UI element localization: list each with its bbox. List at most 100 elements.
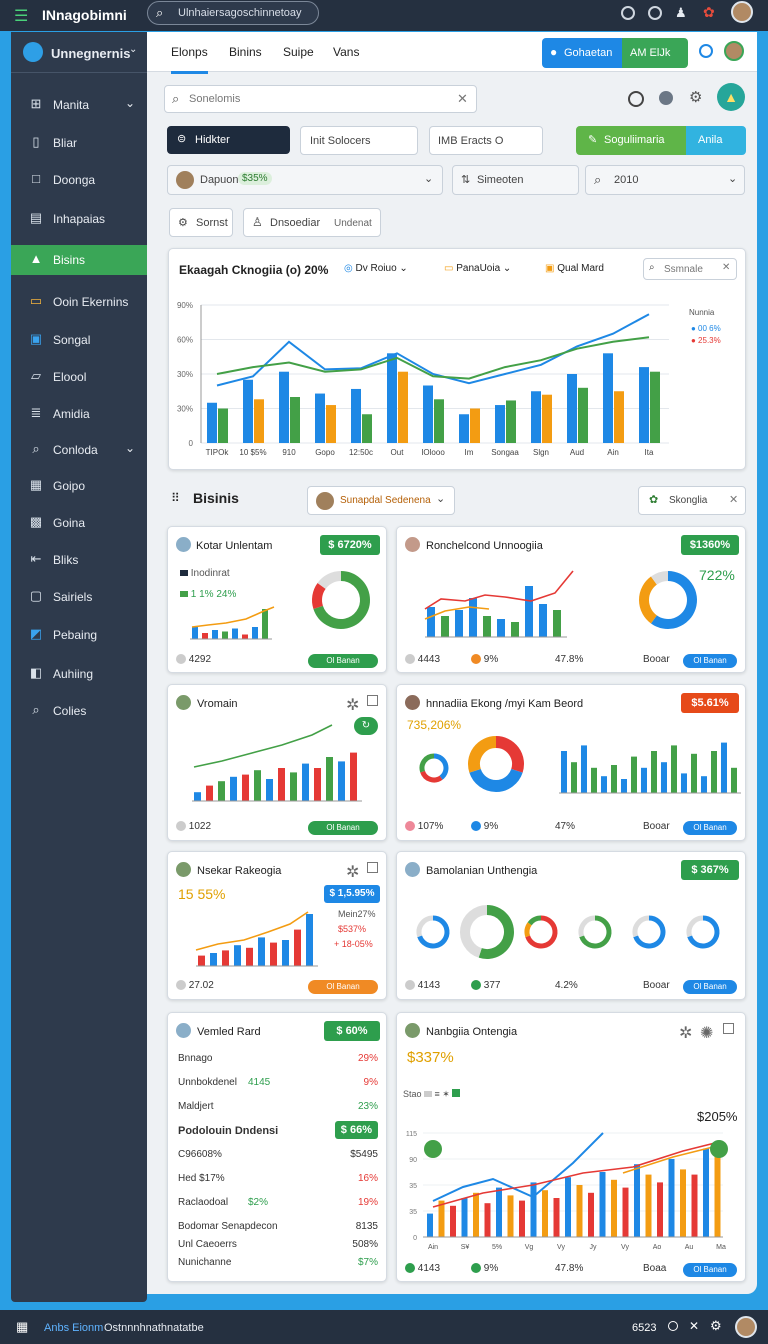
sidebar-item-eloool[interactable]: ▱ Eloool	[11, 362, 147, 392]
bar	[315, 393, 325, 443]
avatar[interactable]	[735, 1316, 757, 1338]
sidebar-item-bliar[interactable]: ▯ Bliar	[11, 128, 147, 158]
list-item-label: Raclaodoal	[178, 1197, 229, 1208]
dropdown-3[interactable]: ▣ Qual Mard	[545, 263, 604, 274]
sidebar-item-conloda[interactable]: ⌕ Conloda ⌄	[11, 435, 147, 465]
sidebar-item-songal[interactable]: ▣ Songal	[11, 325, 147, 355]
search-input[interactable]: ⌕ Sonelomis ✕	[164, 85, 477, 113]
close-icon[interactable]: ✕	[457, 91, 468, 106]
footer-button[interactable]: Ol Banan	[683, 980, 737, 994]
list-icon: ≣	[30, 405, 42, 420]
filter-icon: ⊜	[177, 133, 187, 145]
clock-icon[interactable]	[628, 91, 644, 107]
footer-button[interactable]: Ol Banan	[308, 980, 378, 994]
footer-button[interactable]: Ol Banan	[683, 821, 737, 835]
close-icon[interactable]: ✕	[729, 494, 739, 506]
sidebar-item-sairiels[interactable]: ▢ Sairiels	[11, 582, 147, 612]
menu-icon[interactable]: ☰	[14, 8, 29, 25]
close-icon[interactable]: ✕	[689, 1319, 700, 1333]
bar	[427, 1213, 433, 1237]
footer-button[interactable]: Ol Banan	[683, 1263, 737, 1277]
expand-icon[interactable]	[367, 862, 378, 873]
chat-icon[interactable]: ↻	[354, 717, 378, 735]
expand-icon[interactable]	[723, 1023, 734, 1034]
dropdown-1[interactable]: ◎ Dv Roiuo ⌄	[344, 263, 408, 274]
x-tick-label: Slgn	[533, 448, 549, 457]
tab-suipe[interactable]: Suipe	[283, 45, 314, 59]
donut-segment	[416, 915, 434, 938]
sidebar-item-goipo[interactable]: ▦ Goipo	[11, 471, 147, 501]
section-select[interactable]: Sunapdal Sedenena ⌄	[307, 486, 455, 515]
chevron-down-icon[interactable]: ⌄	[124, 441, 135, 455]
user-alert-icon[interactable]: ♟	[675, 5, 687, 20]
sidebar-item-colies[interactable]: ⌕ Colies	[11, 696, 147, 726]
bar	[530, 1182, 537, 1237]
gear-icon[interactable]: ⚙	[710, 1318, 722, 1333]
gear-icon[interactable]: ⚙	[689, 89, 703, 106]
donut-segment	[317, 571, 342, 590]
chart-search-input[interactable]: ⌕ Ssmnale ✕	[643, 258, 737, 280]
settings-icon[interactable]: ✿	[703, 4, 715, 20]
avatar[interactable]	[724, 41, 744, 61]
x-tick-label: Vy	[557, 1244, 565, 1251]
sidebar-item-manita[interactable]: ⊞ Manita ⌄	[11, 90, 147, 120]
section-search[interactable]: ✿ Skonglia ✕	[638, 486, 746, 515]
avatar[interactable]	[731, 1, 753, 23]
gear-icon[interactable]: ✲	[679, 1025, 693, 1042]
sidebar-item-inhapaias[interactable]: ▤ Inhapaias	[11, 204, 147, 234]
footer-button[interactable]: Ol Banan	[308, 821, 378, 835]
bar	[207, 402, 217, 443]
chip-sornst[interactable]: ⚙ Sornst	[169, 208, 233, 237]
gear-icon[interactable]: ✲	[346, 697, 360, 714]
target-icon[interactable]	[699, 44, 713, 58]
bar	[423, 385, 433, 443]
chip-dnsoediar[interactable]: ♙ Dnsoediar Undenat	[243, 208, 381, 237]
gear-icon[interactable]: ✺	[700, 1025, 714, 1042]
sidebar-item-ooin-ekernins[interactable]: ▭ Ooin Ekernins	[11, 287, 147, 317]
share-icon: ⇤	[30, 551, 42, 566]
filter-input-1[interactable]: Init Solocers	[300, 126, 418, 155]
select-year[interactable]: ⌕ 2010 ⌄	[585, 165, 745, 195]
footer-button-label: Ol Banan	[326, 656, 360, 665]
bar	[306, 914, 313, 966]
footer-button[interactable]: Ol Banan	[683, 654, 737, 668]
sidebar-item-bisins[interactable]: ▲ Bisins	[11, 245, 147, 275]
sidebar-item-pebaing[interactable]: ◩ Pebaing	[11, 620, 147, 650]
sidebar-item-auhiing[interactable]: ◧ Auhiing	[11, 659, 147, 689]
tab-vans[interactable]: Vans	[333, 45, 360, 59]
bell-icon[interactable]: ▲	[717, 83, 745, 111]
gear-icon[interactable]: ✲	[346, 864, 360, 881]
footer-button[interactable]: Ol Banan	[308, 654, 378, 668]
select-dapuon[interactable]: Dapuon $35% ⌄	[167, 165, 443, 195]
brand-chevron-icon[interactable]: ⌄	[129, 44, 138, 55]
circle-icon[interactable]	[668, 1321, 678, 1331]
bar	[326, 405, 336, 443]
filter-input-2[interactable]: IMB Eracts O	[429, 126, 543, 155]
list-item-value: 23%	[357, 1101, 378, 1112]
clock-icon[interactable]	[621, 6, 635, 20]
chevron-down-icon[interactable]: ⌄	[124, 96, 135, 110]
primary-action-button[interactable]: ● Gohaetan AM ElJk	[542, 38, 688, 68]
top-search[interactable]: ⌕ Ulnhaiersagoschinnetoay	[147, 1, 319, 25]
card-donut	[639, 571, 697, 629]
primary-label: Gohaetan	[564, 47, 613, 59]
filter-green-button[interactable]: ✎ Soguliimaria	[576, 126, 686, 155]
donut-segment	[495, 736, 524, 773]
grid-icon[interactable]: ▦	[16, 1319, 29, 1334]
close-icon[interactable]: ✕	[722, 262, 731, 273]
bottom-left-label[interactable]: Anbs Eionm	[44, 1322, 104, 1334]
filter-dark-button[interactable]: ⊜ Hidkter	[167, 126, 290, 154]
sidebar-item-goina[interactable]: ▩ Goina	[11, 508, 147, 538]
sidebar-item-bliks[interactable]: ⇤ Bliks	[11, 545, 147, 575]
sidebar-item-doonga[interactable]: □ Doonga	[11, 165, 147, 195]
tab-binins[interactable]: Binins	[229, 45, 262, 59]
user-icon[interactable]	[659, 91, 673, 105]
expand-icon[interactable]	[367, 695, 378, 706]
dropdown-2[interactable]: ▭ PanaUoia ⌄	[444, 263, 512, 274]
filter-teal-button[interactable]: Anila	[686, 126, 746, 155]
bar	[242, 774, 249, 801]
check-icon[interactable]	[648, 6, 662, 20]
select-simeoten[interactable]: ⇅ Simeoten	[452, 165, 579, 195]
tab-elonps[interactable]: Elonps	[171, 45, 208, 74]
sidebar-item-amidia[interactable]: ≣ Amidia	[11, 399, 147, 429]
